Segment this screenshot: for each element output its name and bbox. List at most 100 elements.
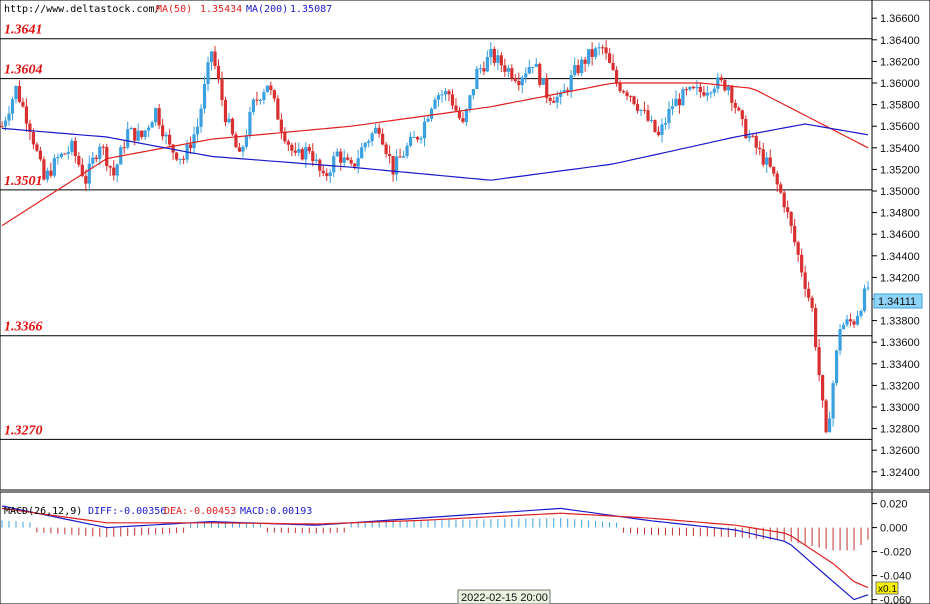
- candle-body: [122, 147, 126, 149]
- candle-body: [216, 65, 221, 80]
- scale-button[interactable]: [875, 581, 899, 595]
- candle-body: [848, 319, 853, 322]
- candle-body: [601, 47, 605, 49]
- candle-body: [220, 79, 224, 101]
- candle-body: [513, 78, 517, 82]
- candle-body: [77, 155, 81, 165]
- candle-body: [478, 68, 482, 70]
- candle-body: [859, 311, 863, 316]
- site-url[interactable]: http://www.deltastock.com/: [4, 4, 161, 15]
- ma200-value: 1.35087: [290, 4, 332, 15]
- candle-body: [653, 120, 657, 132]
- candle-body: [800, 254, 804, 273]
- candle-body: [426, 118, 430, 122]
- macd-dea-value: DEA:-0.00453: [164, 506, 236, 517]
- candle-body: [506, 68, 510, 72]
- candle-body: [698, 86, 702, 93]
- candle-body: [566, 89, 570, 92]
- price-tick-label: 1.33800: [880, 316, 920, 328]
- candle-body: [136, 130, 140, 141]
- candle-body: [21, 101, 25, 107]
- candle-body: [133, 127, 137, 141]
- candle-body: [597, 47, 601, 49]
- candle-body: [583, 59, 587, 64]
- candle-body: [314, 159, 318, 162]
- candle-body: [531, 66, 535, 68]
- candle-body: [154, 108, 158, 123]
- candle-body: [381, 133, 385, 145]
- price-tick-label: 1.36400: [880, 35, 920, 47]
- price-tick-label: 1.35000: [880, 186, 920, 198]
- macd-diff-value: DIFF:-0.00356: [88, 506, 166, 517]
- date-label-box: [457, 589, 551, 604]
- candle-body: [433, 99, 437, 109]
- price-panel[interactable]: [0, 0, 873, 491]
- macd-panel[interactable]: [0, 491, 873, 604]
- current-price-value: 1.34111: [878, 296, 916, 308]
- candle-body: [670, 106, 675, 109]
- candle-body: [108, 166, 112, 168]
- candle-body: [304, 147, 308, 160]
- candle-body: [265, 85, 269, 93]
- candle-body: [534, 63, 538, 67]
- candle-body: [422, 121, 427, 139]
- candle-body: [297, 149, 301, 153]
- candle-body: [213, 51, 217, 66]
- level-label-1.3604: 1.3604: [4, 63, 43, 78]
- price-tick-label: 1.35400: [880, 143, 920, 155]
- candle-body: [796, 242, 800, 255]
- candle-body: [782, 192, 786, 208]
- candle-body: [377, 127, 381, 134]
- candle-body: [101, 146, 105, 148]
- candle-body: [709, 92, 713, 94]
- candle-body: [408, 136, 413, 146]
- candle-body: [688, 86, 692, 90]
- macd-diff-line: [1, 505, 869, 601]
- candle-body: [674, 98, 678, 107]
- candle-body: [656, 131, 661, 135]
- price-tick-label: 1.34200: [880, 272, 920, 284]
- candle-body: [807, 288, 811, 298]
- candle-body: [419, 138, 423, 140]
- candle-body: [793, 225, 797, 243]
- candle-body: [206, 62, 210, 85]
- candle-body: [157, 108, 161, 126]
- candle-body: [349, 159, 353, 164]
- candle-body: [614, 70, 619, 84]
- candle-body: [161, 125, 165, 137]
- candle-body: [618, 83, 622, 92]
- candle-body: [49, 170, 53, 176]
- candle-body: [391, 156, 395, 175]
- candle-body: [649, 120, 654, 122]
- candle-body: [768, 157, 772, 167]
- candle-body: [744, 119, 748, 139]
- candle-body: [405, 145, 409, 157]
- candle-body: [325, 173, 329, 176]
- price-tick-label: 1.34800: [880, 208, 920, 220]
- candle-body: [115, 164, 119, 176]
- candle-body: [98, 146, 102, 160]
- candle-body: [562, 89, 566, 93]
- price-tick-label: 1.32800: [880, 424, 920, 436]
- candle-body: [454, 105, 458, 111]
- scale-label: x0.1: [878, 584, 897, 595]
- candle-body: [401, 156, 406, 158]
- candle-body: [559, 92, 563, 97]
- candle-body: [66, 151, 70, 154]
- candle-body: [663, 122, 668, 125]
- candle-body: [269, 85, 273, 91]
- candle-body: [775, 173, 779, 185]
- candle-body: [841, 324, 846, 330]
- price-tick-label: 1.36000: [880, 78, 920, 90]
- candle-body: [761, 149, 765, 165]
- level-label-1.3501: 1.3501: [4, 174, 43, 189]
- price-tick-label: 1.36200: [880, 56, 920, 68]
- candle-body: [607, 53, 612, 63]
- candle-body: [754, 136, 758, 148]
- candle-body: [681, 89, 685, 106]
- price-tick-label: 1.36600: [880, 13, 920, 25]
- candle-body: [838, 329, 842, 351]
- candle-body: [660, 124, 664, 135]
- macd-title: MACD(26,12,9): [4, 506, 82, 517]
- candle-body: [356, 158, 360, 167]
